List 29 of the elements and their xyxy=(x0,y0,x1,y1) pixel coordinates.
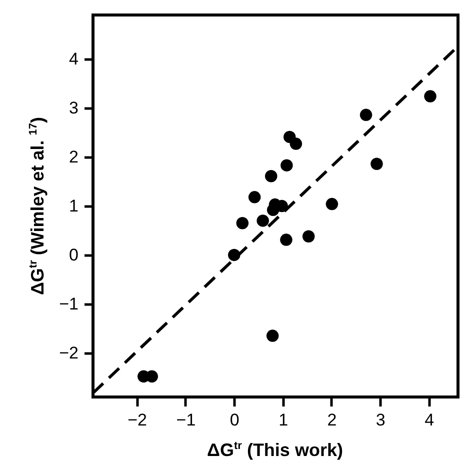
y-tick-label: 1 xyxy=(69,196,78,216)
point xyxy=(360,108,372,122)
x-tick-label: 0 xyxy=(230,410,240,430)
point xyxy=(280,234,292,246)
x-tick-label: 4 xyxy=(424,410,434,430)
y-tick-label: −1 xyxy=(59,294,78,314)
y-tick-label: −2 xyxy=(59,343,78,362)
y-tick-label: 2 xyxy=(69,148,78,167)
point xyxy=(266,330,279,342)
point xyxy=(256,214,269,227)
y-tick-label: 3 xyxy=(69,98,78,118)
point xyxy=(370,158,383,170)
point xyxy=(236,217,249,230)
x-tick-label: −2 xyxy=(128,410,147,430)
x-tick-label: 2 xyxy=(327,410,337,430)
y-tick-label: 4 xyxy=(69,50,78,69)
point xyxy=(326,198,338,210)
point xyxy=(248,191,261,204)
point xyxy=(290,138,302,150)
x-tick-label: −1 xyxy=(176,410,196,430)
x-tick-label: 3 xyxy=(376,410,386,430)
point xyxy=(280,159,293,172)
point xyxy=(424,90,436,102)
x-tick-label: 1 xyxy=(278,410,288,430)
point xyxy=(302,230,315,242)
x-axis-title: ΔG$^{tr}$ (This work) xyxy=(207,440,343,461)
point xyxy=(264,170,278,182)
point xyxy=(228,248,240,262)
y-tick-label: 0 xyxy=(69,245,78,264)
